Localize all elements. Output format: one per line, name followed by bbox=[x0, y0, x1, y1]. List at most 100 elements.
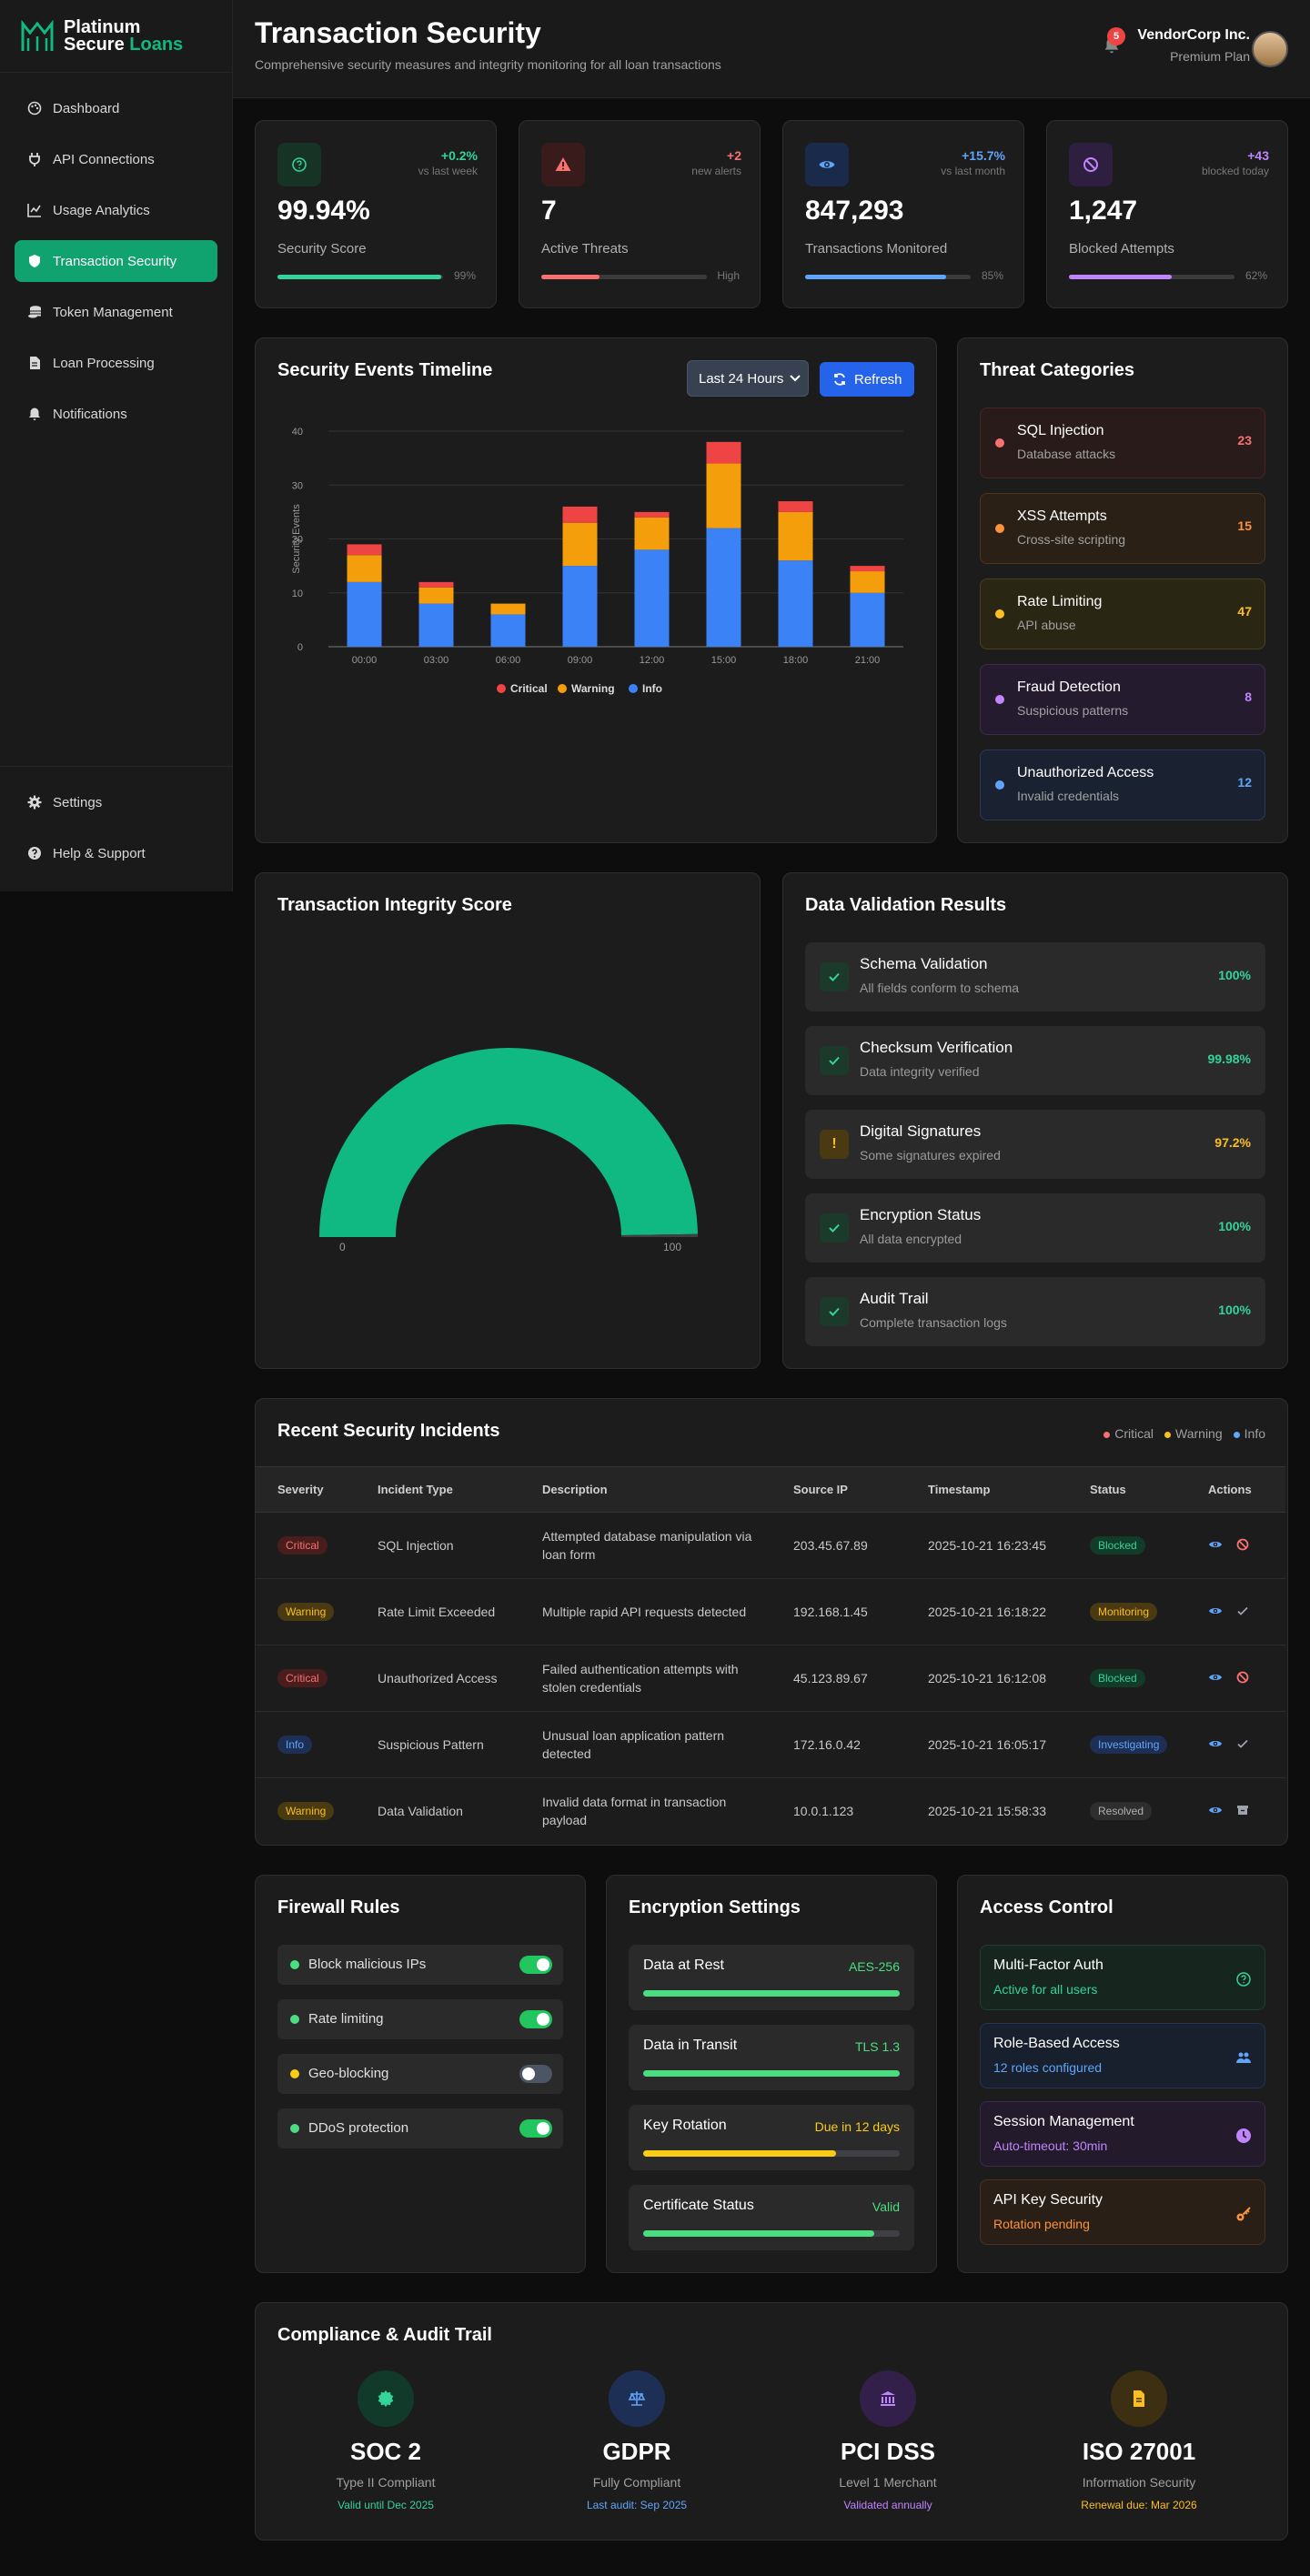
column-header-source-ip[interactable]: Source IP bbox=[771, 1466, 906, 1513]
firewall-toggle[interactable] bbox=[519, 2010, 552, 2028]
status-dot bbox=[290, 1960, 299, 1969]
bar-warning-0900 bbox=[562, 522, 598, 567]
sidebar-item-label: Loan Processing bbox=[53, 355, 155, 371]
table-row[interactable]: Critical SQL Injection Attempted database … bbox=[256, 1512, 1285, 1579]
security-events-chart: 0 10 20 30 40 Security Events 00:00 03:00 06:00 0… bbox=[291, 427, 903, 695]
threat-description: Suspicious patterns bbox=[1017, 703, 1129, 718]
validation-item-schema-validation[interactable]: Schema Validation All fields conform to s… bbox=[805, 942, 1265, 1011]
threat-item-fraud-detection[interactable]: Fraud Detection Suspicious patterns 8 bbox=[980, 664, 1265, 735]
bar-critical-0000 bbox=[347, 544, 382, 556]
row-actions bbox=[1186, 1578, 1285, 1645]
access-name: Multi-Factor Auth bbox=[993, 1957, 1103, 1973]
sidebar-item-notifications[interactable]: Notifications bbox=[15, 393, 217, 435]
encryption-progress-bar bbox=[643, 2070, 900, 2077]
time-range-select[interactable]: Last 24 Hours bbox=[687, 360, 809, 397]
sidebar-item-usage-analytics[interactable]: Usage Analytics bbox=[15, 189, 217, 231]
sidebar-item-transaction-security[interactable]: Transaction Security bbox=[15, 240, 217, 282]
view-icon[interactable] bbox=[1208, 1537, 1223, 1552]
threat-categories-card: Threat Categories SQL Injection Database … bbox=[957, 337, 1288, 843]
encryption-value: AES-256 bbox=[848, 1959, 900, 1974]
bar-critical-0300 bbox=[418, 581, 454, 588]
access-name: API Key Security bbox=[993, 2192, 1103, 2208]
stat-change-caption: vs last month bbox=[941, 165, 1005, 177]
validation-item-audit-trail[interactable]: Audit Trail Complete transaction logs 100% bbox=[805, 1277, 1265, 1346]
bar-critical-2100 bbox=[850, 566, 885, 572]
threat-item-rate-limiting[interactable]: Rate Limiting API abuse 47 bbox=[980, 579, 1265, 649]
brand-logo[interactable]: Platinum Secure Loans bbox=[0, 0, 232, 73]
sidebar-item-settings[interactable]: Settings bbox=[15, 781, 217, 823]
sidebar-item-label: Settings bbox=[53, 794, 103, 810]
gauge-max-label: 100 bbox=[663, 1241, 682, 1253]
sidebar-item-dashboard[interactable]: Dashboard bbox=[15, 87, 217, 129]
block-icon[interactable] bbox=[1235, 1537, 1250, 1552]
chevron-down-icon bbox=[790, 375, 801, 382]
refresh-button[interactable]: Refresh bbox=[820, 362, 914, 397]
sidebar-item-token-management[interactable]: Token Management bbox=[15, 291, 217, 333]
row-actions bbox=[1186, 1778, 1285, 1845]
incident-type: Data Validation bbox=[378, 1804, 463, 1819]
bar-warning-2100 bbox=[850, 571, 885, 593]
bar-warning-1200 bbox=[634, 517, 670, 550]
encryption-name: Data in Transit bbox=[643, 2038, 738, 2053]
x-tick-label: 09:00 bbox=[568, 655, 593, 666]
table-row[interactable]: Critical Unauthorized Access Failed authen… bbox=[256, 1645, 1285, 1712]
firewall-toggle[interactable] bbox=[519, 2119, 552, 2138]
column-header-status[interactable]: Status bbox=[1068, 1466, 1186, 1513]
sidebar-item-help-support[interactable]: Help & Support bbox=[15, 832, 217, 874]
access-item-role-based-access[interactable]: Role-Based Access 12 roles configured bbox=[980, 2023, 1265, 2088]
threat-count: 23 bbox=[1237, 433, 1252, 448]
bar-info-1500 bbox=[706, 528, 741, 647]
threat-item-sql-injection[interactable]: SQL Injection Database attacks 23 bbox=[980, 408, 1265, 478]
incident-description: Attempted database manipulation via loan… bbox=[520, 1512, 771, 1579]
incident-description: Unusual loan application pattern detecte… bbox=[520, 1711, 771, 1778]
access-item-multi-factor-auth[interactable]: Multi-Factor Auth Active for all users bbox=[980, 1945, 1265, 2010]
document-icon bbox=[1134, 2390, 1144, 2407]
access-item-api-key-security[interactable]: API Key Security Rotation pending bbox=[980, 2179, 1265, 2245]
scale-icon bbox=[628, 2391, 646, 2406]
sidebar-item-loan-processing[interactable]: Loan Processing bbox=[15, 342, 217, 384]
block-icon[interactable] bbox=[1235, 1670, 1250, 1685]
table-row[interactable]: Info Suspicious Pattern Unusual loan appli… bbox=[256, 1711, 1285, 1778]
validation-item-encryption-status[interactable]: Encryption Status All data encrypted 100% bbox=[805, 1193, 1265, 1263]
view-icon[interactable] bbox=[1208, 1604, 1223, 1618]
column-header-actions[interactable]: Actions bbox=[1186, 1466, 1285, 1513]
column-header-timestamp[interactable]: Timestamp bbox=[906, 1466, 1068, 1513]
view-icon[interactable] bbox=[1208, 1670, 1223, 1685]
compliance-card: Compliance & Audit Trail SOC 2 Type II Co… bbox=[255, 2302, 1288, 2541]
view-icon[interactable] bbox=[1208, 1803, 1223, 1817]
approve-icon[interactable] bbox=[1235, 1604, 1250, 1618]
validation-item-digital-signatures[interactable]: ! Digital Signatures Some signatures expir… bbox=[805, 1110, 1265, 1179]
table-row[interactable]: Warning Rate Limit Exceeded Multiple rapid… bbox=[256, 1578, 1285, 1645]
encryption-settings-card: Encryption Settings Data at Rest AES-256 D… bbox=[606, 1875, 937, 2273]
notification-count-badge: 5 bbox=[1107, 27, 1125, 45]
integrity-title: Transaction Integrity Score bbox=[277, 895, 512, 915]
column-header-severity[interactable]: Severity bbox=[256, 1466, 356, 1513]
sidebar-item-api-connections[interactable]: API Connections bbox=[15, 138, 217, 180]
legend-swatch-warning bbox=[558, 684, 567, 693]
column-header-description[interactable]: Description bbox=[520, 1466, 771, 1513]
stat-change: +43 bbox=[1247, 148, 1269, 163]
validation-item-checksum-verification[interactable]: Checksum Verification Data integrity veri… bbox=[805, 1026, 1265, 1095]
table-row[interactable]: Warning Data Validation Invalid data forma… bbox=[256, 1778, 1285, 1845]
approve-icon[interactable] bbox=[1235, 1736, 1250, 1751]
header: Transaction Security Comprehensive secur… bbox=[233, 0, 1310, 98]
firewall-toggle[interactable] bbox=[519, 1956, 552, 1974]
stat-label: Blocked Attempts bbox=[1069, 241, 1174, 257]
logo-icon bbox=[21, 19, 54, 51]
validation-name: Checksum Verification bbox=[860, 1039, 1013, 1056]
avatar[interactable] bbox=[1252, 31, 1288, 67]
archive-icon[interactable] bbox=[1235, 1803, 1250, 1817]
threat-description: Cross-site scripting bbox=[1017, 532, 1126, 547]
validation-description: Complete transaction logs bbox=[860, 1315, 1007, 1330]
threat-item-xss-attempts[interactable]: XSS Attempts Cross-site scripting 15 bbox=[980, 493, 1265, 564]
severity-badge: Warning bbox=[277, 1802, 335, 1821]
warning-icon bbox=[555, 157, 571, 171]
firewall-toggle[interactable] bbox=[519, 2065, 552, 2083]
access-item-session-management[interactable]: Session Management Auto-timeout: 30min bbox=[980, 2101, 1265, 2167]
threat-categories-title: Threat Categories bbox=[980, 360, 1135, 380]
refresh-label: Refresh bbox=[854, 371, 902, 387]
threat-item-unauthorized-access[interactable]: Unauthorized Access Invalid credentials 12 bbox=[980, 750, 1265, 820]
row-actions bbox=[1186, 1711, 1285, 1778]
view-icon[interactable] bbox=[1208, 1736, 1223, 1751]
column-header-incident-type[interactable]: Incident Type bbox=[356, 1466, 520, 1513]
